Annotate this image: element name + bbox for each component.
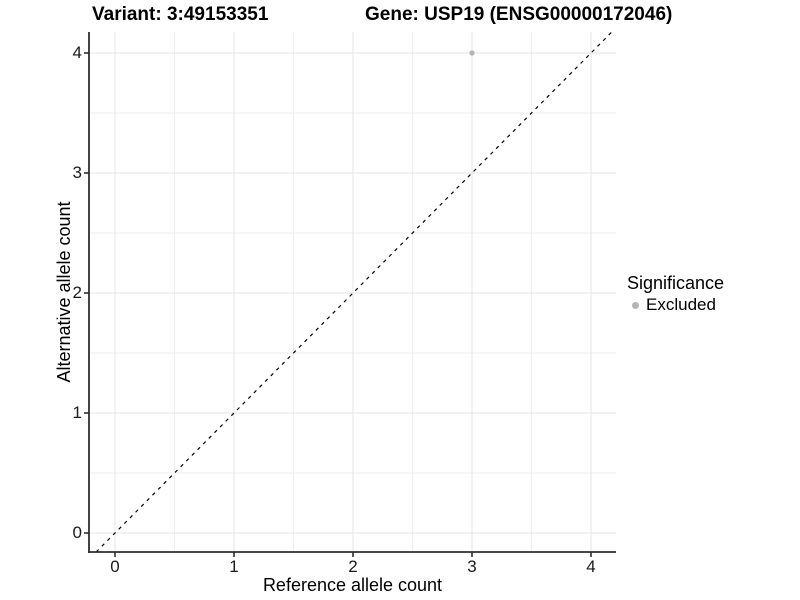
x-tick-label: 1 [229, 557, 239, 576]
y-tick-label: 1 [72, 403, 82, 422]
legend: Significance Excluded [627, 273, 724, 315]
legend-title: Significance [627, 273, 725, 293]
legend-item-excluded: Excluded [627, 295, 724, 315]
y-tick-label: 2 [72, 283, 82, 302]
legend-point-swatch-icon [632, 301, 639, 309]
y-tick-label: 4 [72, 43, 82, 62]
x-tick-label: 2 [348, 557, 358, 576]
legend-item-label: Excluded [646, 295, 716, 314]
y-axis-title: Alternative allele count [54, 201, 74, 383]
y-tick-label: 3 [72, 163, 82, 182]
data-point [469, 50, 475, 56]
x-tick-label: 4 [586, 557, 596, 576]
x-tick-label: 3 [467, 557, 477, 576]
x-tick-label: 0 [110, 557, 120, 576]
plot-title-gene: Gene: USP19 (ENSG00000172046) [365, 4, 673, 25]
x-axis-title: Reference allele count [262, 575, 443, 595]
plot-title-variant: Variant: 3:49153351 [92, 4, 269, 25]
y-tick-label: 0 [72, 523, 82, 542]
